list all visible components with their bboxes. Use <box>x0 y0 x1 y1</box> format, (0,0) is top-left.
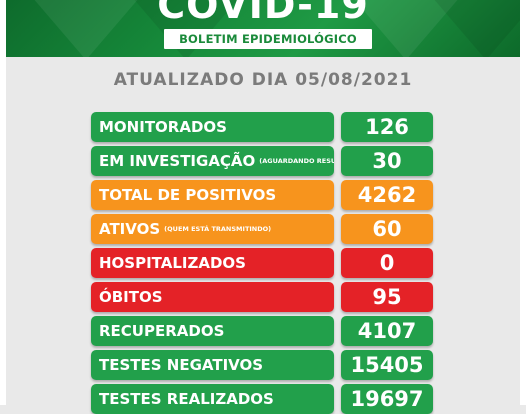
stat-label: TESTES NEGATIVOS <box>91 350 334 380</box>
header-title: COVID-19 <box>157 0 369 27</box>
stat-label-text: TOTAL DE POSITIVOS <box>99 186 277 204</box>
stat-value: 0 <box>341 248 433 278</box>
decor-triangle <box>26 0 146 57</box>
stat-value: 4107 <box>341 316 433 346</box>
stat-value: 15405 <box>341 350 433 380</box>
header-banner: COVID-19 BOLETIM EPIDEMIOLÓGICO <box>6 0 520 57</box>
stat-label-text: TESTES REALIZADOS <box>99 390 274 408</box>
stat-label-note: (AGUARDANDO RESULTADO) <box>259 157 334 165</box>
stat-label: ATIVOS (QUEM ESTÁ TRANSMITINDO) <box>91 214 334 244</box>
stat-label: ÓBITOS <box>91 282 334 312</box>
decor-triangle <box>426 0 520 57</box>
stat-value: 60 <box>341 214 433 244</box>
stat-value: 126 <box>341 112 433 142</box>
stat-value: 4262 <box>341 180 433 210</box>
stat-label: TESTES REALIZADOS <box>91 384 334 414</box>
stat-label: MONITORADOS <box>91 112 334 142</box>
stat-label-text: ÓBITOS <box>99 288 163 306</box>
stat-label-text: MONITORADOS <box>99 118 227 136</box>
stat-value: 30 <box>341 146 433 176</box>
stat-label-text: TESTES NEGATIVOS <box>99 356 264 374</box>
stat-label-text: ATIVOS <box>99 220 161 238</box>
stat-value: 19697 <box>341 384 433 414</box>
stat-label-text: EM INVESTIGAÇÃO <box>99 152 256 170</box>
stat-label-text: RECUPERADOS <box>99 322 225 340</box>
update-date: ATUALIZADO DIA 05/08/2021 <box>113 70 413 90</box>
left-border <box>0 0 6 405</box>
stat-label: TOTAL DE POSITIVOS <box>91 180 334 210</box>
stat-label: RECUPERADOS <box>91 316 334 346</box>
stat-label: EM INVESTIGAÇÃO(AGUARDANDO RESULTADO) <box>91 146 334 176</box>
stat-label: HOSPITALIZADOS <box>91 248 334 278</box>
stat-label-text: HOSPITALIZADOS <box>99 254 246 272</box>
stat-label-note: (QUEM ESTÁ TRANSMITINDO) <box>164 225 272 233</box>
right-border <box>520 0 526 405</box>
bulletin-badge: BOLETIM EPIDEMIOLÓGICO <box>164 29 372 49</box>
bulletin-badge-text: BOLETIM EPIDEMIOLÓGICO <box>179 32 357 46</box>
stat-value: 95 <box>341 282 433 312</box>
